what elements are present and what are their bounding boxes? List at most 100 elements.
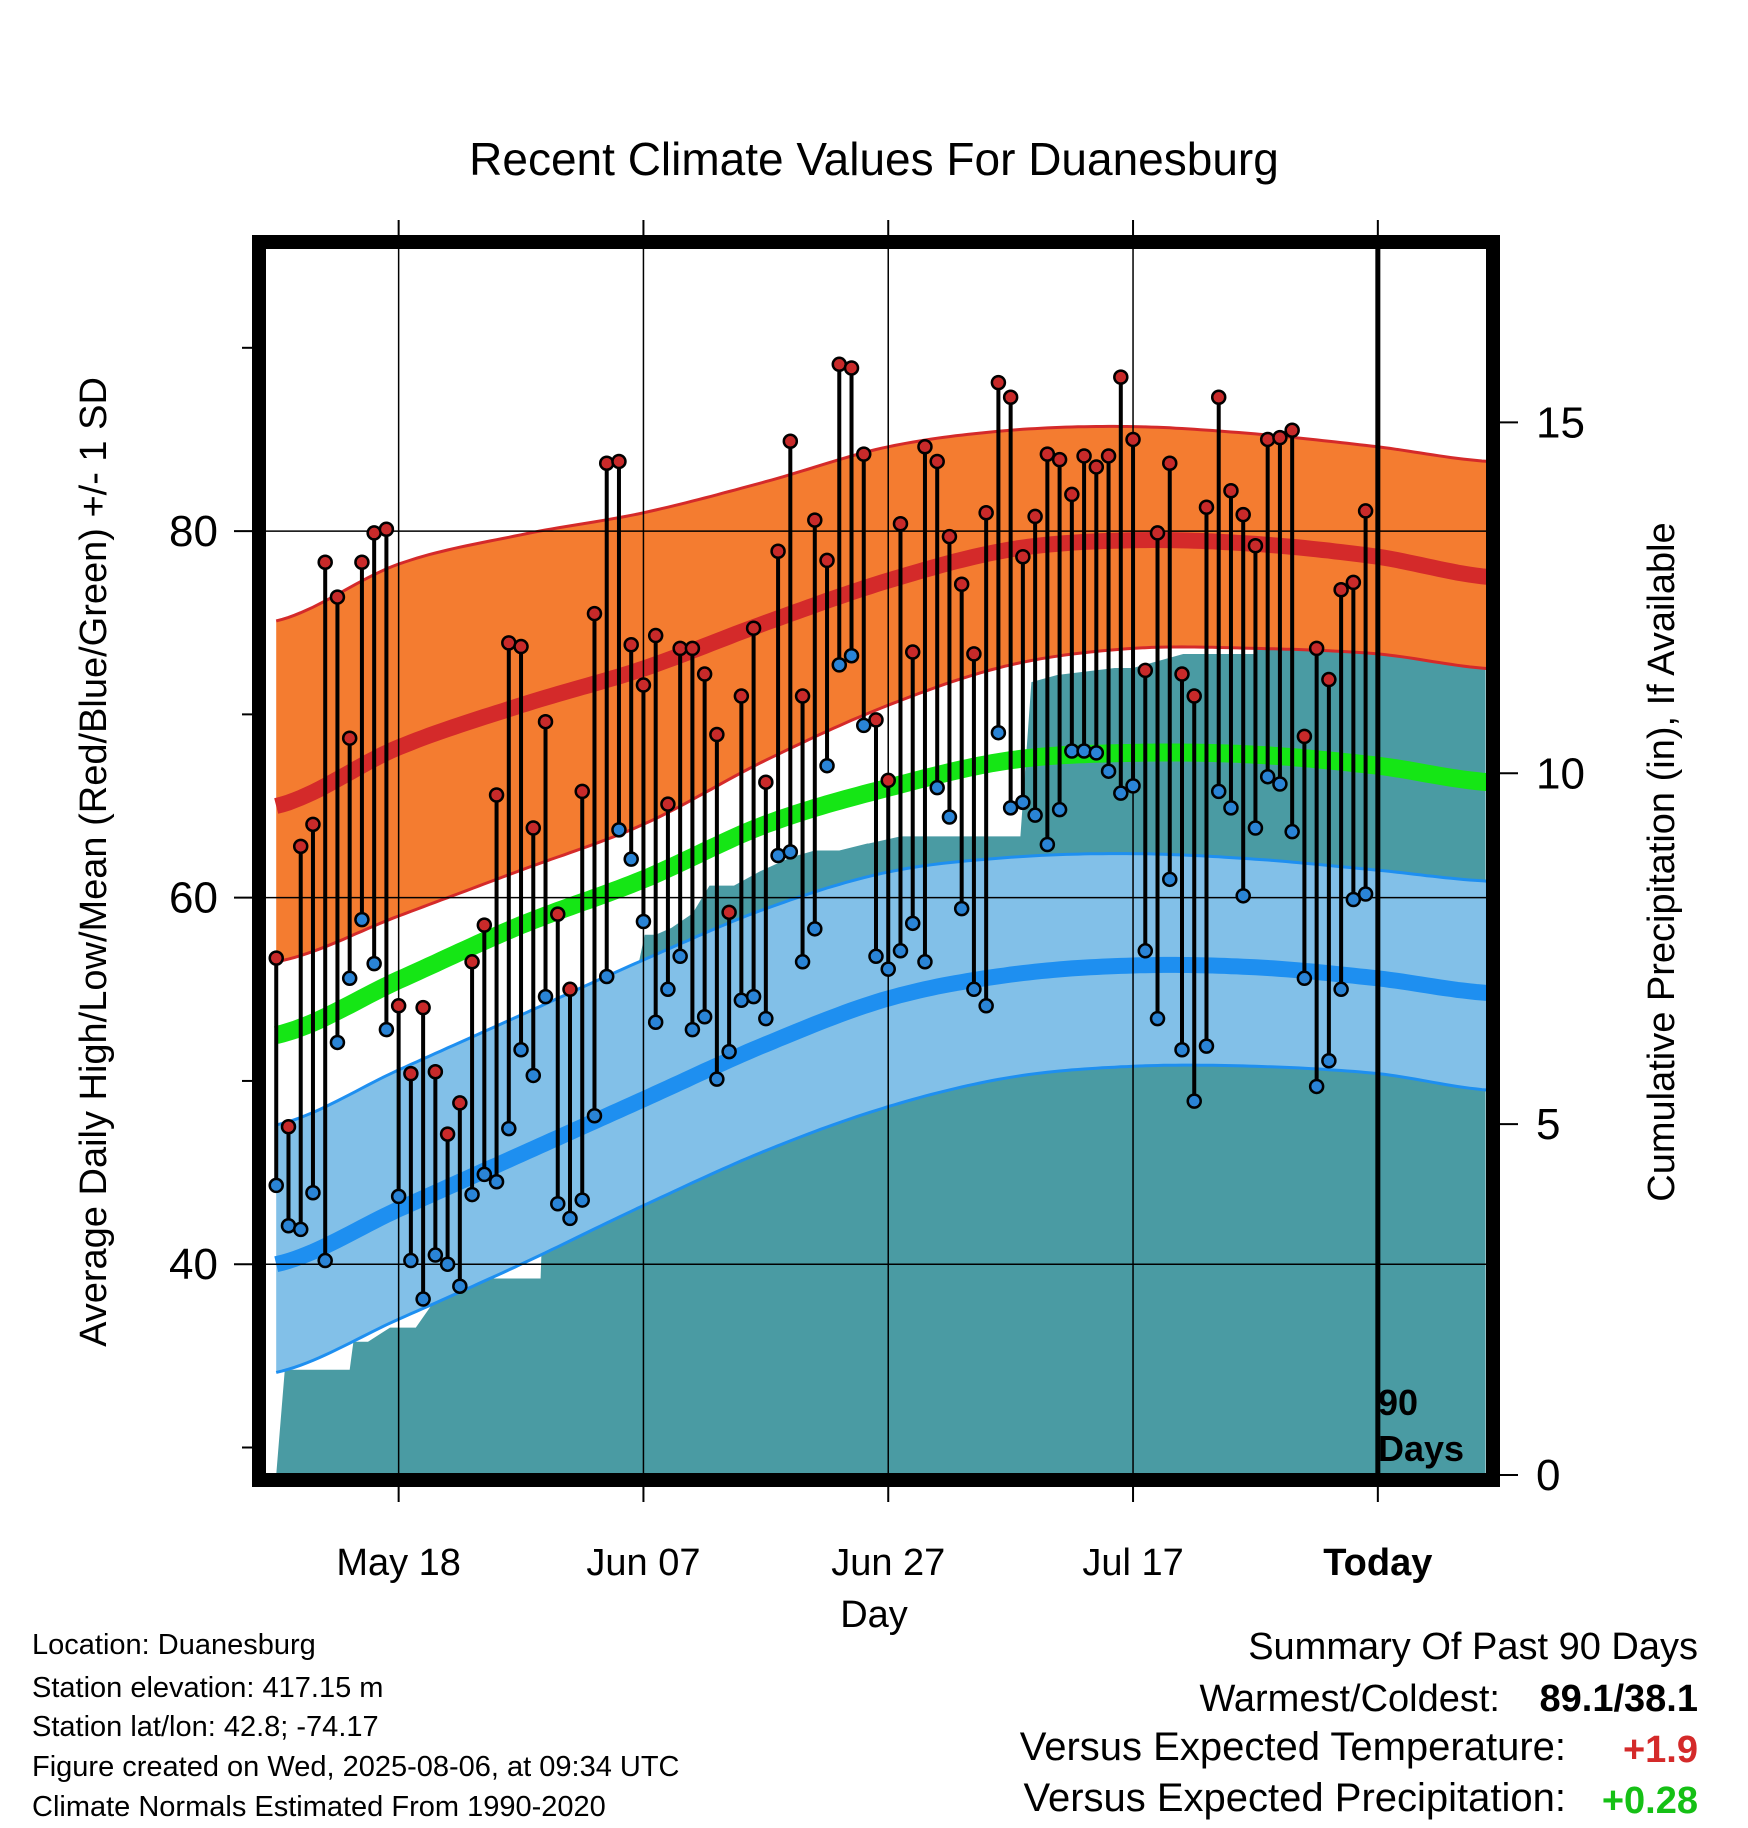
daily-low-point (990, 724, 1007, 741)
daily-low-point (268, 1177, 284, 1194)
daily-high-point (488, 787, 505, 803)
daily-low-point (819, 757, 835, 774)
daily-high-point (623, 636, 639, 653)
daily-high-point (598, 455, 615, 472)
daily-high-point (709, 726, 725, 743)
daily-high-point (892, 516, 909, 532)
daily-low-point (660, 981, 676, 998)
daily-low-point (1002, 800, 1019, 816)
summary-temp-label: Versus Expected Temperature: (1020, 1725, 1566, 1769)
daily-high-point (464, 954, 480, 970)
daily-high-point (317, 554, 333, 570)
daily-low-point (513, 1042, 529, 1058)
daily-low-point (892, 943, 909, 959)
daily-low-point (1321, 1053, 1337, 1069)
daily-low-point (366, 955, 382, 972)
daily-high-point (1076, 448, 1092, 464)
y-tick-label: 60 (169, 874, 218, 923)
chart-title: Recent Climate Values For Duanesburg (469, 133, 1279, 185)
daily-low-point (953, 900, 970, 917)
summary-warmest-value: 89.1/38.1 (1540, 1678, 1698, 1720)
daily-high-point (1064, 486, 1080, 503)
daily-low-point (1076, 743, 1092, 759)
daily-low-point (1149, 1010, 1166, 1027)
y2-tick-label: 5 (1536, 1100, 1560, 1149)
daily-high-point (427, 1064, 444, 1080)
daily-low-point (1259, 768, 1276, 785)
daily-high-point (439, 1126, 456, 1142)
daily-high-point (696, 666, 713, 682)
daily-low-point (1015, 794, 1031, 811)
daily-high-point (807, 512, 823, 528)
daily-low-point (305, 1184, 321, 1201)
daily-low-point (1333, 981, 1349, 998)
x-tick-label: Jul 17 (1082, 1542, 1183, 1584)
daily-low-point (354, 911, 370, 928)
plot-area (264, 247, 1488, 1475)
high-sd-band (276, 426, 1488, 962)
daily-low-point (1027, 807, 1043, 823)
daily-low-point (1296, 970, 1313, 987)
summary-warmest-label: Warmest/Coldest: (1199, 1678, 1500, 1720)
daily-high-point (1137, 662, 1154, 679)
daily-high-point (452, 1095, 468, 1111)
low-sd-upper-line (275, 852, 1488, 1127)
daily-low-point (476, 1166, 493, 1183)
y2-tick-label: 0 (1536, 1451, 1560, 1500)
daily-high-point (1051, 451, 1068, 468)
daily-high-point (292, 838, 309, 855)
today-days-count: 90 (1378, 1382, 1418, 1423)
daily-low-point (1284, 823, 1300, 840)
daily-low-point (1137, 943, 1154, 959)
daily-high-point (990, 374, 1007, 391)
daily-low-point (586, 1108, 603, 1124)
daily-low-point (1088, 745, 1105, 761)
daily-low-point (868, 948, 884, 965)
daily-low-point (721, 1043, 737, 1060)
daily-low-point (525, 1067, 542, 1084)
summary-precip-label: Versus Expected Precipitation: (1023, 1776, 1566, 1820)
daily-low-point (684, 1021, 701, 1038)
daily-low-point (1100, 763, 1117, 779)
daily-low-point (635, 913, 652, 930)
daily-low-point (794, 954, 811, 970)
daily-low-point (1162, 871, 1178, 888)
daily-high-point (953, 576, 970, 592)
summary-panel: Summary Of Past 90 Days Warmest/Coldest:… (1020, 1626, 1698, 1822)
daily-low-point (880, 961, 896, 977)
today-days-word: Days (1378, 1428, 1464, 1469)
daily-low-point (807, 921, 823, 937)
daily-low-point (292, 1221, 309, 1238)
daily-high-point (550, 906, 566, 922)
daily-low-point (1051, 801, 1068, 818)
daily-low-point (1039, 836, 1056, 853)
daily-high-point (1198, 499, 1215, 516)
daily-low-point (1125, 778, 1141, 794)
daily-high-point (758, 774, 774, 790)
summary-temp-value: +1.9 (1623, 1729, 1698, 1771)
daily-low-point (598, 968, 615, 985)
daily-high-point (1162, 455, 1178, 472)
daily-low-point (574, 1192, 590, 1208)
daily-low-point (439, 1256, 456, 1272)
daily-low-point (941, 809, 958, 825)
daily-low-point (1186, 1093, 1202, 1109)
daily-high-point (647, 627, 664, 644)
x-tick-label: Jun 27 (831, 1542, 945, 1584)
daily-low-point (1113, 785, 1129, 801)
daily-low-point (1235, 888, 1251, 904)
daily-high-point (904, 644, 921, 660)
high-sd-lower-line (275, 645, 1488, 964)
daily-low-point (929, 779, 945, 796)
y2-tick-label: 15 (1536, 398, 1585, 447)
daily-high-point (1235, 506, 1251, 523)
daily-high-point (537, 713, 554, 730)
daily-high-point (1015, 548, 1031, 565)
daily-high-point (843, 360, 860, 376)
daily-low-point (856, 717, 872, 734)
daily-high-point (1039, 446, 1056, 462)
daily-low-point (1198, 1038, 1215, 1054)
daily-high-point (1333, 581, 1349, 598)
y-axis-label: Average Daily High/Low/Mean (Red/Blue/Gr… (73, 377, 115, 1347)
daily-high-point (1345, 574, 1362, 591)
